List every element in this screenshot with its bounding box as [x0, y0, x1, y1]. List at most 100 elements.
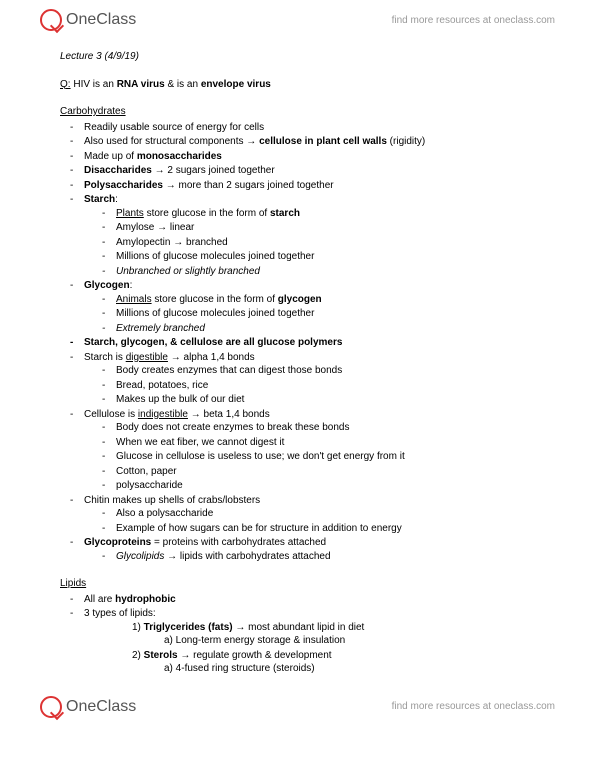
lettered-list: a) Long-term energy storage & insulation: [132, 634, 535, 648]
list-item: Amylopectin → branched: [116, 236, 535, 250]
text-bold: Sterols: [144, 650, 178, 661]
list-item: Starch, glycogen, & cellulose are all gl…: [84, 336, 535, 350]
list-item: 1) Triglycerides (fats) → most abundant …: [132, 621, 535, 648]
lettered-list: a) 4-fused ring structure (steroids): [132, 662, 535, 676]
text-underline: indigestible: [138, 409, 188, 420]
text-underline: digestible: [126, 352, 168, 363]
glyco-sublist: Glycolipids → lipids with carbohydrates …: [84, 550, 535, 564]
list-item: Cellulose is indigestible → beta 1,4 bon…: [84, 408, 535, 493]
starch-sublist: Plants store glucose in the form of star…: [84, 207, 535, 279]
text: → more than 2 sugars joined together: [163, 180, 334, 191]
list-item: Glucose in cellulose is useless to use; …: [116, 450, 535, 464]
text: → alpha 1,4 bonds: [168, 352, 255, 363]
q-text-1: HIV is an: [71, 79, 117, 90]
list-item: Glycolipids → lipids with carbohydrates …: [116, 550, 535, 564]
text-bold: Glycogen: [84, 280, 130, 291]
page-header: OneClass find more resources at oneclass…: [0, 0, 595, 40]
text: → most abundant lipid in diet: [233, 622, 365, 633]
list-item: Disaccharides → 2 sugars joined together: [84, 164, 535, 178]
lipid-types-list: 1) Triglycerides (fats) → most abundant …: [84, 621, 535, 676]
text: → beta 1,4 bonds: [188, 409, 270, 420]
list-item: a) Long-term energy storage & insulation: [164, 634, 535, 648]
list-item: 3 types of lipids: 1) Triglycerides (fat…: [84, 607, 535, 676]
letter-marker: a): [164, 635, 176, 646]
text: Cellulose is: [84, 409, 138, 420]
cellulose-sublist: Body does not create enzymes to break th…: [84, 421, 535, 493]
magnifier-icon: [40, 696, 62, 718]
text: Also used for structural components →: [84, 136, 259, 147]
magnifier-icon: [40, 9, 62, 31]
lecture-title: Lecture 3 (4/9/19): [60, 50, 535, 64]
list-item: Starch: Plants store glucose in the form…: [84, 193, 535, 278]
question-line: Q: HIV is an RNA virus & is an envelope …: [60, 78, 535, 92]
list-item: All are hydrophobic: [84, 593, 535, 607]
text-bold: Disaccharides: [84, 165, 152, 176]
list-item: Body does not create enzymes to break th…: [116, 421, 535, 435]
page-footer: OneClass find more resources at oneclass…: [0, 687, 595, 727]
list-item: Polysaccharides → more than 2 sugars joi…: [84, 179, 535, 193]
list-item: a) 4-fused ring structure (steroids): [164, 662, 535, 676]
resources-link-top[interactable]: find more resources at oneclass.com: [392, 15, 555, 26]
glycogen-sublist: Animals store glucose in the form of gly…: [84, 293, 535, 336]
text-bold: monosaccharides: [137, 151, 222, 162]
lipids-heading: Lipids: [60, 577, 535, 591]
q-bold-2: envelope virus: [201, 79, 271, 90]
list-item: Millions of glucose molecules joined tog…: [116, 307, 535, 321]
letter-marker: a): [164, 663, 176, 674]
list-item: Chitin makes up shells of crabs/lobsters…: [84, 494, 535, 536]
chitin-sublist: Also a polysaccharide Example of how sug…: [84, 507, 535, 535]
text-bold: glycogen: [278, 294, 322, 305]
text-bold: starch: [270, 208, 300, 219]
logo-text: OneClass: [66, 11, 136, 29]
list-item: Unbranched or slightly branched: [116, 265, 535, 279]
lipids-list: All are hydrophobic 3 types of lipids: 1…: [60, 593, 535, 676]
text-bold: cellulose in plant cell walls: [259, 136, 387, 147]
logo: OneClass: [40, 9, 136, 31]
q-bold-1: RNA virus: [117, 79, 165, 90]
text: Starch is: [84, 352, 126, 363]
num-marker: 2): [132, 650, 144, 661]
q-text-2: & is an: [165, 79, 201, 90]
text: 3 types of lipids:: [84, 608, 156, 619]
text: store glucose in the form of: [152, 294, 278, 305]
text: = proteins with carbohydrates attached: [151, 537, 326, 548]
list-item: Glycoproteins = proteins with carbohydra…: [84, 536, 535, 563]
text-bold: Triglycerides (fats): [144, 622, 233, 633]
list-item: When we eat fiber, we cannot digest it: [116, 436, 535, 450]
q-label: Q:: [60, 79, 71, 90]
list-item: Example of how sugars can be for structu…: [116, 522, 535, 536]
text: Made up of: [84, 151, 137, 162]
carbs-heading: Carbohydrates: [60, 105, 535, 119]
text: store glucose in the form of: [144, 208, 270, 219]
list-item: polysaccharide: [116, 479, 535, 493]
list-item: Extremely branched: [116, 322, 535, 336]
text: All are: [84, 594, 115, 605]
text: Long-term energy storage & insulation: [176, 635, 346, 646]
list-item: Readily usable source of energy for cell…: [84, 121, 535, 135]
document-body: Lecture 3 (4/9/19) Q: HIV is an RNA viru…: [0, 40, 595, 687]
text-underline: Animals: [116, 294, 152, 305]
list-item: Glycogen: Animals store glucose in the f…: [84, 279, 535, 335]
list-item: Plants store glucose in the form of star…: [116, 207, 535, 221]
carbs-list: Readily usable source of energy for cell…: [60, 121, 535, 564]
list-item: Animals store glucose in the form of gly…: [116, 293, 535, 307]
logo-text: OneClass: [66, 698, 136, 716]
text: 4-fused ring structure (steroids): [176, 663, 315, 674]
text: → lipids with carbohydrates attached: [164, 551, 330, 562]
list-item: Made up of monosaccharides: [84, 150, 535, 164]
text-bold: hydrophobic: [115, 594, 176, 605]
list-item: 2) Sterols → regulate growth & developme…: [132, 649, 535, 676]
logo: OneClass: [40, 696, 136, 718]
text: → 2 sugars joined together: [152, 165, 275, 176]
text: :: [130, 280, 133, 291]
list-item: Amylose → linear: [116, 221, 535, 235]
text: (rigidity): [387, 136, 425, 147]
text: Chitin makes up shells of crabs/lobsters: [84, 495, 260, 506]
list-item: Cotton, paper: [116, 465, 535, 479]
text-bold: Glycoproteins: [84, 537, 151, 548]
list-item: Millions of glucose molecules joined tog…: [116, 250, 535, 264]
text: :: [115, 194, 118, 205]
resources-link-bottom[interactable]: find more resources at oneclass.com: [392, 701, 555, 712]
text-italic: Glycolipids: [116, 551, 164, 562]
text-bold: Starch: [84, 194, 115, 205]
